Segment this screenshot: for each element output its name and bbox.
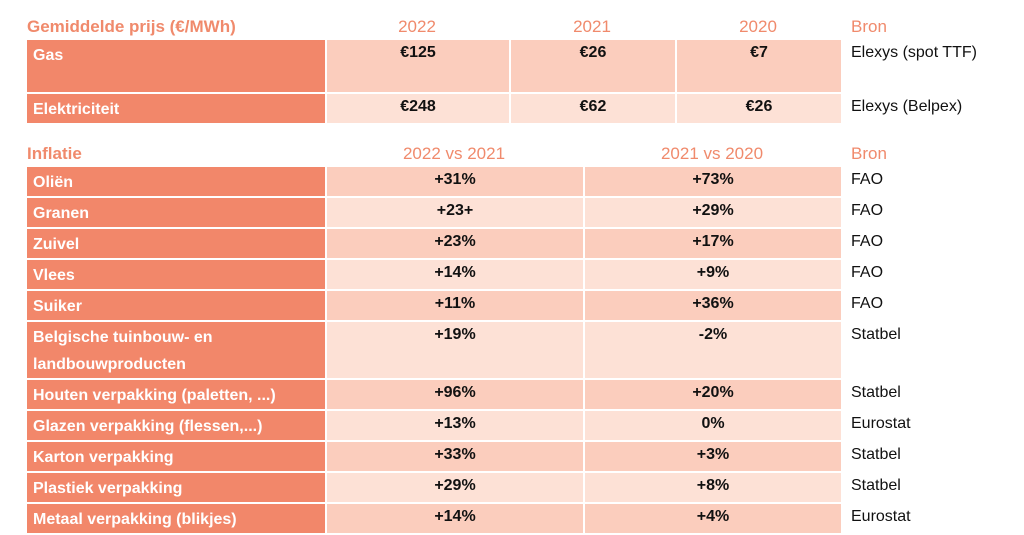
row-label: Vlees (27, 260, 325, 291)
price-header-title: Gemiddelde prijs (€/MWh) (27, 17, 236, 36)
value-cell: +11% (325, 291, 583, 322)
row-label: Zuivel (27, 229, 325, 260)
inflation-table-header: Inflatie 2022 vs 2021 2021 vs 2020 Bron (27, 141, 987, 167)
row-label: Granen (27, 198, 325, 229)
source-cell: FAO (841, 260, 987, 291)
source-cell: Statbel (841, 322, 987, 380)
value-cell: +4% (583, 504, 841, 535)
inflation-table: Inflatie 2022 vs 2021 2021 vs 2020 Bron … (27, 141, 987, 535)
value-cell: €62 (509, 94, 675, 125)
inflation-header-title: Inflatie (27, 144, 82, 163)
value-cell: +36% (583, 291, 841, 322)
value-cell: +73% (583, 167, 841, 198)
table-row: Metaal verpakking (blikjes) +14% +4% Eurost… (27, 504, 987, 535)
source-cell: Eurostat (841, 504, 987, 535)
value-cell: +14% (325, 260, 583, 291)
table-row: Plastiek verpakking +29% +8% Statbel (27, 473, 987, 504)
value-cell: €26 (675, 94, 841, 125)
row-label: Gas (27, 40, 325, 94)
inflation-header-source: Bron (851, 144, 887, 163)
table-row: Suiker +11% +36% FAO (27, 291, 987, 322)
table-row: Belgische tuinbouw- en landbouwproducten… (27, 322, 987, 380)
table-row: Zuivel +23% +17% FAO (27, 229, 987, 260)
row-label: Karton verpakking (27, 442, 325, 473)
value-cell: +29% (325, 473, 583, 504)
source-cell: FAO (841, 198, 987, 229)
value-cell: +33% (325, 442, 583, 473)
source-cell: Elexys (spot TTF) (841, 40, 987, 94)
value-cell: +14% (325, 504, 583, 535)
value-cell: 0% (583, 411, 841, 442)
row-label: Elektriciteit (27, 94, 325, 125)
value-cell: +23+ (325, 198, 583, 229)
value-cell: +8% (583, 473, 841, 504)
table-row: Vlees +14% +9% FAO (27, 260, 987, 291)
value-cell: -2% (583, 322, 841, 380)
value-cell: €248 (325, 94, 509, 125)
price-header-2022: 2022 (398, 17, 436, 36)
table-row: Oliën +31% +73% FAO (27, 167, 987, 198)
table-row: Glazen verpakking (flessen,...) +13% 0% Eur… (27, 411, 987, 442)
row-label: Oliën (27, 167, 325, 198)
value-cell: +20% (583, 380, 841, 411)
row-label: Glazen verpakking (flessen,...) (27, 411, 325, 442)
source-cell: Statbel (841, 473, 987, 504)
value-cell: +13% (325, 411, 583, 442)
source-cell: Statbel (841, 380, 987, 411)
value-cell: +31% (325, 167, 583, 198)
source-cell: FAO (841, 167, 987, 198)
value-cell: +17% (583, 229, 841, 260)
value-cell: +19% (325, 322, 583, 380)
price-table: Gemiddelde prijs (€/MWh) 2022 2021 2020 … (27, 14, 987, 125)
inflation-header-2022-vs-2021: 2022 vs 2021 (402, 144, 506, 163)
value-cell: +9% (583, 260, 841, 291)
row-label: Plastiek verpakking (27, 473, 325, 504)
row-label: Belgische tuinbouw- en landbouwproducten (27, 322, 325, 380)
source-cell: Elexys (Belpex) (841, 94, 987, 125)
row-label: Metaal verpakking (blikjes) (27, 504, 325, 535)
inflation-header-2021-vs-2020: 2021 vs 2020 (660, 144, 764, 163)
value-cell: €7 (675, 40, 841, 94)
price-header-2021: 2021 (573, 17, 611, 36)
source-cell: FAO (841, 291, 987, 322)
source-cell: Eurostat (841, 411, 987, 442)
inflation-rows: Oliën +31% +73% FAO Granen +23+ +29% FAO Zuivel +… (27, 167, 987, 535)
row-label: Houten verpakking (paletten, ...) (27, 380, 325, 411)
value-cell: €125 (325, 40, 509, 94)
value-cell: +3% (583, 442, 841, 473)
row-label: Suiker (27, 291, 325, 322)
value-cell: €26 (509, 40, 675, 94)
source-cell: FAO (841, 229, 987, 260)
table-row: Karton verpakking +33% +3% Statbel (27, 442, 987, 473)
table-row: Houten verpakking (paletten, ...) +96% +20… (27, 380, 987, 411)
price-header-source: Bron (851, 17, 887, 36)
source-cell: Statbel (841, 442, 987, 473)
value-cell: +96% (325, 380, 583, 411)
table-row: Gas €125 €26 €7 Elexys (spot TTF) (27, 40, 987, 94)
value-cell: +23% (325, 229, 583, 260)
table-row: Granen +23+ +29% FAO (27, 198, 987, 229)
price-header-2020: 2020 (739, 17, 777, 36)
value-cell: +29% (583, 198, 841, 229)
table-row: Elektriciteit €248 €62 €26 Elexys (Belpe… (27, 94, 987, 125)
price-table-header: Gemiddelde prijs (€/MWh) 2022 2021 2020 … (27, 14, 987, 40)
